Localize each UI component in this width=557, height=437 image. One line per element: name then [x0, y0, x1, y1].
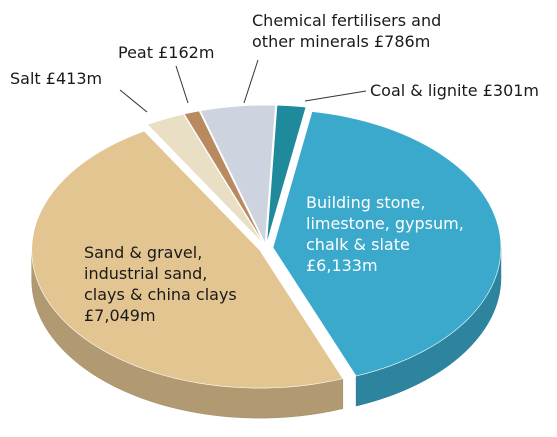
category-label: Chemical fertilisers and other minerals — [252, 11, 442, 51]
leader-line — [175, 65, 189, 104]
category-label: Peat — [118, 43, 153, 62]
leader-line — [119, 89, 148, 113]
value-label: £6,133m — [306, 256, 378, 275]
category-label: Sand & gravel, industrial sand, clays & … — [84, 243, 237, 304]
slice — [200, 104, 276, 245]
value-label: £7,049m — [84, 306, 156, 325]
category-label: Building stone, limestone, gypsum, chalk… — [306, 193, 464, 254]
value-label: £162m — [158, 43, 215, 62]
slice — [266, 104, 307, 244]
value-label: £786m — [373, 32, 431, 51]
slice-label: Sand & gravel, industrial sand, clays & … — [84, 242, 249, 326]
value-label: £413m — [45, 69, 103, 88]
slice — [31, 130, 344, 389]
slice-label: Chemical fertilisers and other minerals … — [252, 10, 477, 52]
leader-line — [304, 90, 367, 102]
slice-label: Building stone, limestone, gypsum, chalk… — [306, 192, 471, 276]
slice — [272, 111, 502, 377]
slice-label: Salt £413m — [10, 68, 102, 89]
leader-line — [243, 59, 259, 104]
slice — [146, 113, 264, 244]
value-label: £301m — [482, 81, 540, 100]
slice — [183, 110, 265, 244]
slice-label: Peat £162m — [118, 42, 214, 63]
category-label: Salt — [10, 69, 41, 88]
category-label: Coal & lignite — [370, 81, 478, 100]
slice-label: Coal & lignite £301m — [370, 80, 539, 101]
